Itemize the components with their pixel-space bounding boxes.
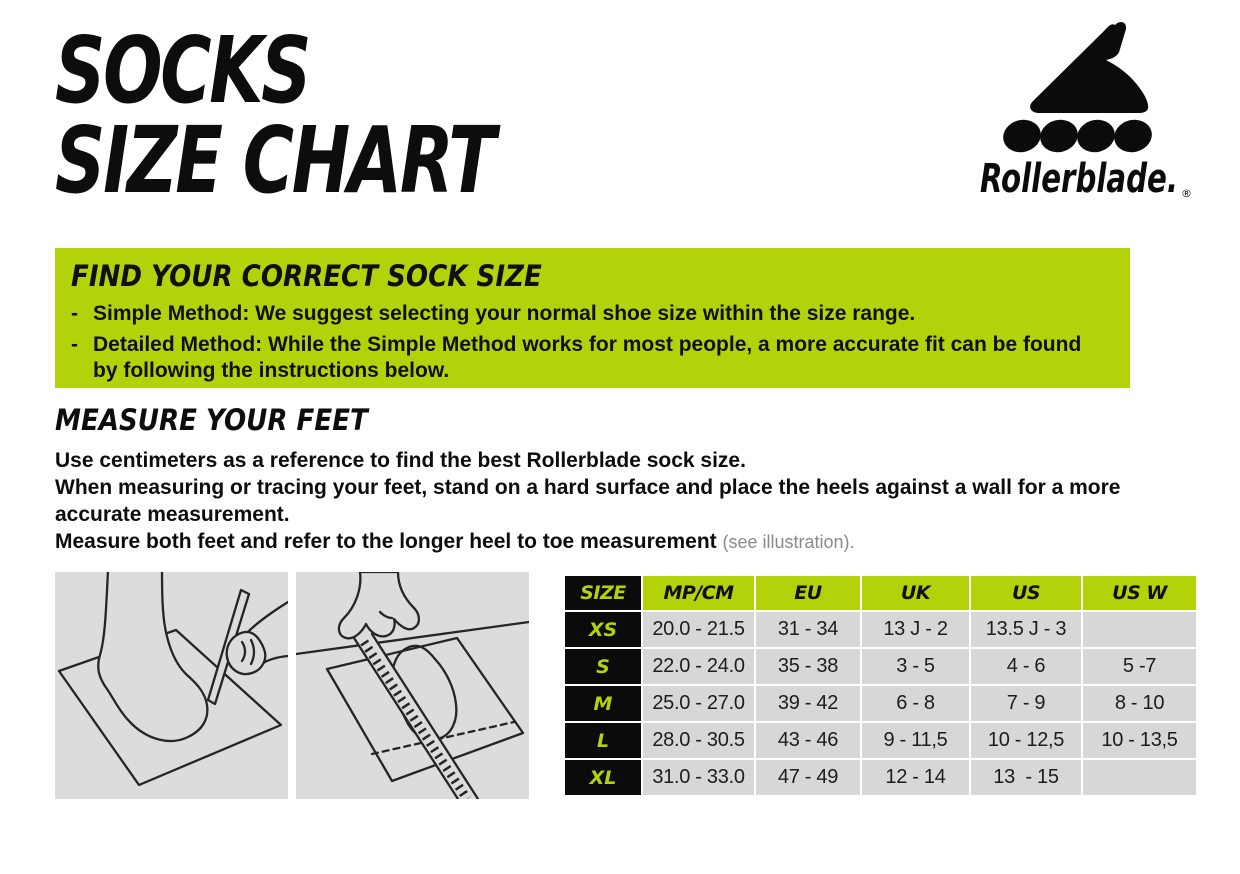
row-xs-size-label: XS xyxy=(565,612,641,647)
page-title-line1: SOCKS xyxy=(55,17,312,124)
row-m-size-label: M xyxy=(565,686,641,721)
row-m-mpcm: 25.0 - 27.0 xyxy=(643,686,754,721)
page-title-line2: SIZE CHART xyxy=(55,107,496,214)
banner-bullet-text: Simple Method: We suggest selecting your… xyxy=(93,302,916,325)
row-xl-eu: 47 - 49 xyxy=(756,760,860,795)
bullet-dash: - xyxy=(71,302,78,325)
page-title: SOCKS SIZE CHART xyxy=(55,17,496,214)
row-xl-uk: 12 - 14 xyxy=(862,760,969,795)
sock-size-table: SIZE MP/CM EU UK US US W XS 20.0 - 21.5 … xyxy=(565,576,1196,795)
rollerblade-logo: Rollerblade. ® xyxy=(976,18,1194,210)
row-s-uk: 3 - 5 xyxy=(862,649,969,684)
column-header-usw: US W xyxy=(1083,576,1196,610)
row-xl-size-label: XL xyxy=(565,760,641,795)
row-m-usw: 8 - 10 xyxy=(1083,686,1196,721)
registered-trademark-symbol: ® xyxy=(1181,187,1192,200)
row-xs-uk: 13 J - 2 xyxy=(862,612,969,647)
measure-line-1: Use centimeters as a reference to find t… xyxy=(55,449,746,472)
column-header-eu: EU xyxy=(756,576,860,610)
column-header-us: US xyxy=(971,576,1081,610)
row-s-size-label: S xyxy=(565,649,641,684)
measure-feet-heading: MEASURE YOUR FEET xyxy=(55,403,368,437)
tape-measure-drawing xyxy=(294,570,531,802)
banner-bullet-text-line1: Detailed Method: While the Simple Method… xyxy=(93,333,1082,356)
row-xs-usw xyxy=(1083,612,1196,647)
find-size-banner: FIND YOUR CORRECT SOCK SIZE - Simple Met… xyxy=(55,248,1130,388)
banner-bullet-detailed-method: - Detailed Method: While the Simple Meth… xyxy=(71,332,1112,384)
column-header-uk: UK xyxy=(862,576,969,610)
row-xs-mpcm: 20.0 - 21.5 xyxy=(643,612,754,647)
rollerblade-skate-icon: Rollerblade. ® xyxy=(980,21,1192,202)
measure-line-4: Measure both feet and refer to the longe… xyxy=(55,528,1205,556)
row-l-uk: 9 - 11,5 xyxy=(862,723,969,758)
tape-measure-illustration xyxy=(294,570,531,802)
row-xl-usw xyxy=(1083,760,1196,795)
foot-tracing-drawing xyxy=(55,568,290,799)
row-l-mpcm: 28.0 - 30.5 xyxy=(643,723,754,758)
banner-bullet-text-line2: by following the instructions below. xyxy=(93,359,450,382)
foot-tracing-illustration xyxy=(55,568,290,799)
row-m-uk: 6 - 8 xyxy=(862,686,969,721)
rollerblade-wordmark: Rollerblade. xyxy=(980,156,1178,202)
row-xl-us: 13 - 15 xyxy=(971,760,1081,795)
row-m-us: 7 - 9 xyxy=(971,686,1081,721)
row-l-size-label: L xyxy=(565,723,641,758)
row-s-us: 4 - 6 xyxy=(971,649,1081,684)
row-xs-us: 13.5 J - 3 xyxy=(971,612,1081,647)
measure-line-2: When measuring or tracing your feet, sta… xyxy=(55,476,1121,499)
row-l-eu: 43 - 46 xyxy=(756,723,860,758)
column-header-size: SIZE xyxy=(565,576,641,610)
row-s-eu: 35 - 38 xyxy=(756,649,860,684)
row-xs-eu: 31 - 34 xyxy=(756,612,860,647)
row-l-usw: 10 - 13,5 xyxy=(1083,723,1196,758)
banner-heading: FIND YOUR CORRECT SOCK SIZE xyxy=(71,259,542,293)
row-s-usw: 5 -7 xyxy=(1083,649,1196,684)
column-header-mpcm: MP/CM xyxy=(643,576,754,610)
measure-line-3: accurate measurement. xyxy=(55,503,290,526)
see-illustration-note: (see illustration). xyxy=(722,532,855,552)
bullet-dash: - xyxy=(71,333,78,356)
row-m-eu: 39 - 42 xyxy=(756,686,860,721)
row-l-us: 10 - 12,5 xyxy=(971,723,1081,758)
banner-bullet-simple-method: - Simple Method: We suggest selecting yo… xyxy=(71,301,1112,327)
measure-line-4-bold: Measure both feet and refer to the longe… xyxy=(55,530,717,553)
measure-feet-paragraph: Use centimeters as a reference to find t… xyxy=(55,447,1205,556)
row-xl-mpcm: 31.0 - 33.0 xyxy=(643,760,754,795)
row-s-mpcm: 22.0 - 24.0 xyxy=(643,649,754,684)
